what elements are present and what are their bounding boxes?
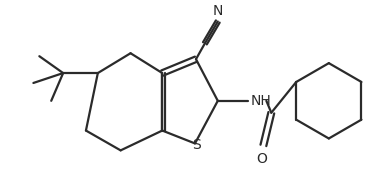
Text: S: S bbox=[193, 139, 201, 152]
Text: O: O bbox=[256, 152, 267, 166]
Text: N: N bbox=[212, 3, 223, 17]
Text: NH: NH bbox=[250, 94, 271, 108]
